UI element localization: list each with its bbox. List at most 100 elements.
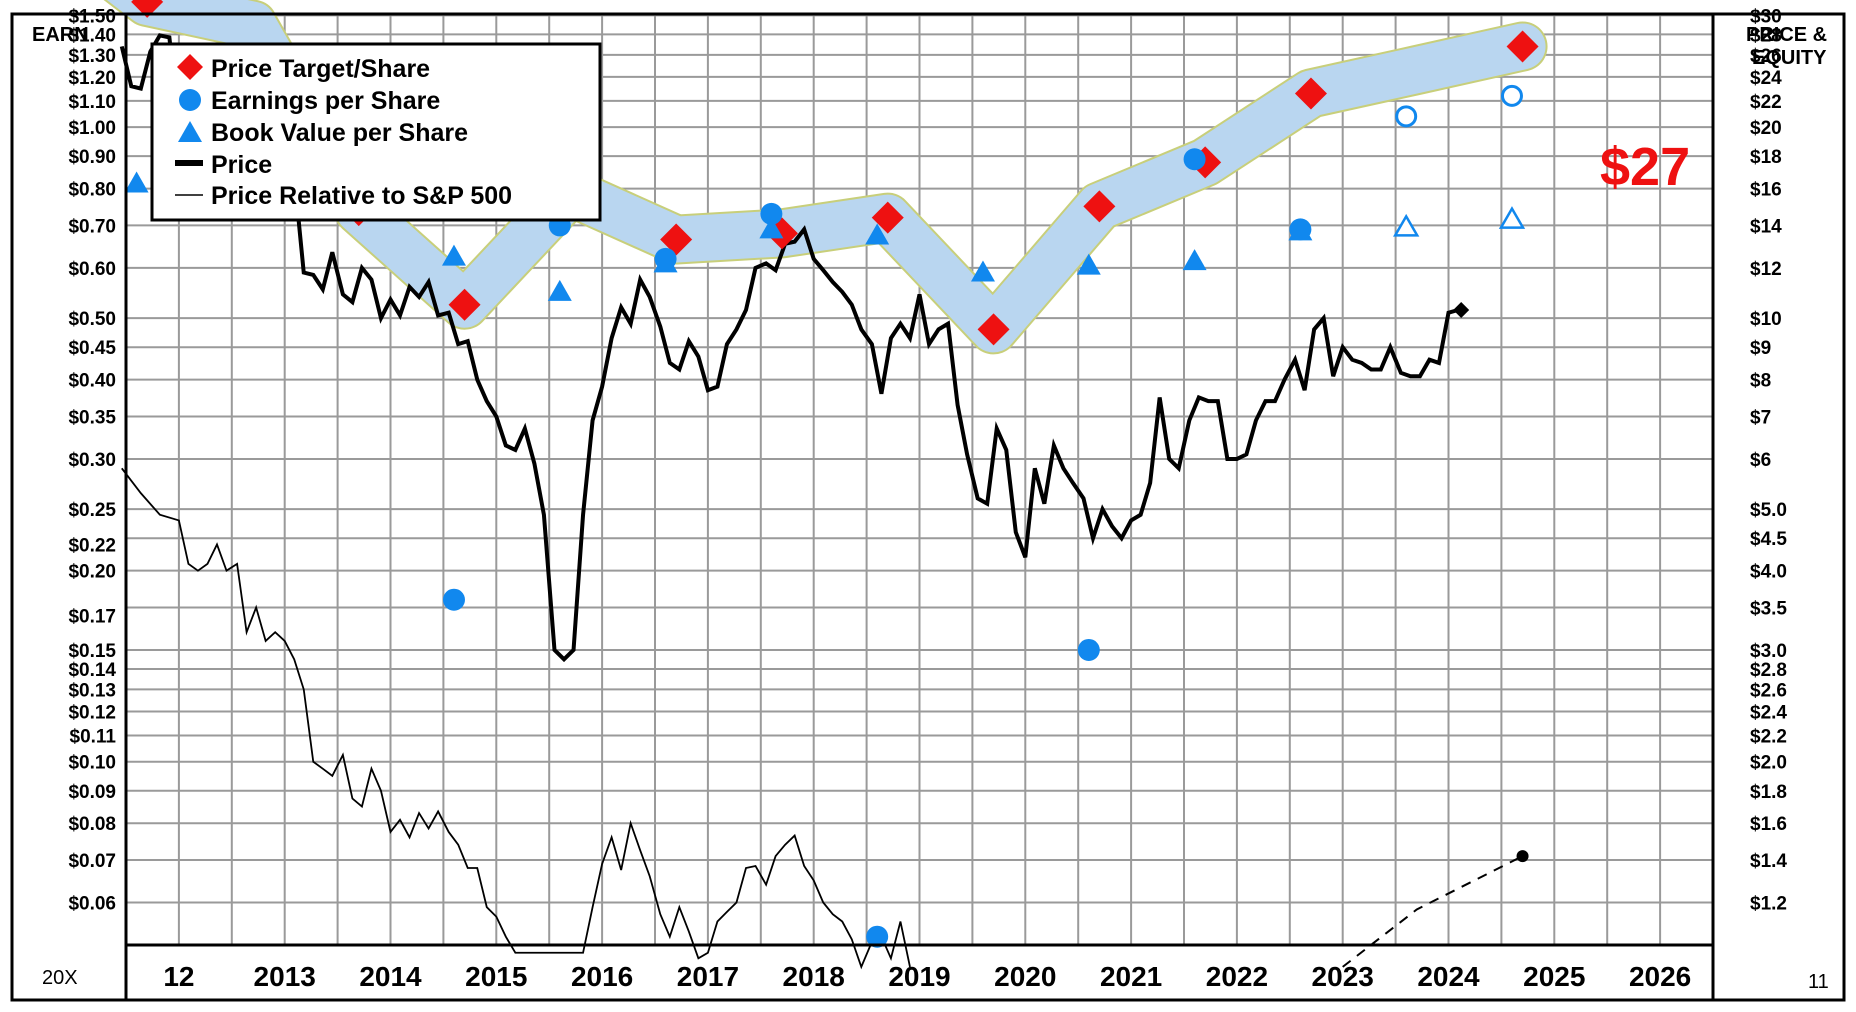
left-tick-label: $0.22 bbox=[68, 535, 116, 556]
left-tick-label: $0.11 bbox=[70, 726, 117, 747]
year-label: 2022 bbox=[1206, 961, 1268, 992]
left-tick-label: $0.13 bbox=[68, 680, 116, 701]
price-target-point bbox=[871, 201, 904, 234]
book-value-point bbox=[441, 244, 466, 266]
left-tick-label: $0.40 bbox=[68, 371, 116, 392]
legend-label-price: Price bbox=[211, 151, 272, 179]
right-axis-title-line2: EQUITY bbox=[1752, 47, 1827, 69]
right-tick-label: $28 bbox=[1750, 25, 1782, 46]
price-line bbox=[119, 33, 1459, 663]
year-label: 2017 bbox=[677, 961, 739, 992]
right-tick-label: $1.8 bbox=[1750, 782, 1787, 803]
right-tick-label: $18 bbox=[1750, 147, 1782, 168]
book-value-point bbox=[1288, 219, 1313, 241]
year-label: 2023 bbox=[1312, 961, 1374, 992]
legend-label-price-relative: Price Relative to S&P 500 bbox=[211, 182, 512, 210]
right-tick-label: $5.0 bbox=[1750, 500, 1787, 521]
price-target-point bbox=[977, 313, 1010, 346]
markers bbox=[124, 0, 1539, 948]
x-axis-corner-right: 11 bbox=[1808, 971, 1829, 993]
earnings-estimate-point bbox=[1395, 105, 1418, 128]
book-value-point bbox=[865, 223, 890, 245]
right-tick-label: $2.6 bbox=[1750, 680, 1787, 701]
left-tick-label: $0.07 bbox=[68, 851, 116, 872]
year-label: 2014 bbox=[359, 961, 422, 992]
year-label: 2025 bbox=[1523, 961, 1585, 992]
left-tick-label: $1.40 bbox=[68, 25, 116, 46]
legend-label-book-value: Book Value per Share bbox=[211, 119, 468, 147]
x-axis-corner-left: 20X bbox=[42, 967, 78, 989]
left-tick-label: $0.10 bbox=[68, 753, 116, 774]
price-target-point bbox=[1083, 190, 1116, 223]
left-tick-label: $0.80 bbox=[68, 180, 116, 201]
book-value-point bbox=[1076, 253, 1101, 275]
left-tick-label: $0.50 bbox=[68, 309, 116, 330]
right-tick-label: $6 bbox=[1750, 450, 1771, 471]
triangle-icon bbox=[178, 121, 202, 142]
legend-item-price-target: Price Target/Share bbox=[177, 54, 430, 83]
right-tick-label: $1.4 bbox=[1750, 851, 1787, 872]
right-tick-label: $4.0 bbox=[1750, 562, 1787, 583]
right-tick-label: $9 bbox=[1750, 338, 1771, 359]
price-target-point bbox=[660, 223, 693, 256]
left-tick-label: $0.25 bbox=[68, 500, 116, 521]
legend-item-price-relative: Price Relative to S&P 500 bbox=[175, 182, 512, 210]
latest-price-point bbox=[1453, 302, 1470, 319]
right-tick-label: $7 bbox=[1750, 407, 1771, 428]
left-tick-label: $0.06 bbox=[68, 894, 116, 915]
left-tick-label: $0.90 bbox=[68, 147, 116, 168]
legend-item-price: Price bbox=[175, 151, 272, 179]
right-tick-label: $26 bbox=[1750, 46, 1782, 67]
price-relative-projection-line bbox=[1342, 855, 1524, 968]
left-tick-label: $0.15 bbox=[68, 641, 116, 662]
right-tick-label: $12 bbox=[1750, 259, 1782, 280]
legend-label-earnings: Earnings per Share bbox=[211, 87, 440, 115]
left-tick-label: $0.35 bbox=[68, 407, 116, 428]
right-tick-label: $2.4 bbox=[1750, 702, 1787, 723]
right-tick-label: $4.5 bbox=[1750, 529, 1787, 550]
legend-label-price-target: Price Target/Share bbox=[211, 55, 430, 83]
plot-frame bbox=[10, 12, 1846, 1002]
left-tick-label: $1.20 bbox=[68, 68, 116, 89]
year-label: 2015 bbox=[465, 961, 527, 992]
right-tick-label: $3.5 bbox=[1750, 598, 1787, 619]
right-axis-title-line1: PRICE & bbox=[1746, 24, 1827, 46]
year-labels: 12 2013 2014 2015 2016 2017 2018 2019 2020 2021 20… bbox=[163, 961, 1691, 992]
right-axis-ticks: $35$30$28$26$24$22$20$18$16$14$12$10$9$8… bbox=[1750, 6, 1787, 915]
book-value-point bbox=[759, 217, 784, 239]
book-value-point bbox=[124, 171, 149, 193]
legend-item-book-value: Book Value per Share bbox=[178, 119, 468, 147]
legend-item-earnings: Earnings per Share bbox=[179, 87, 440, 115]
price-relative-line bbox=[121, 467, 911, 970]
left-tick-label: $0.45 bbox=[68, 338, 116, 359]
left-tick-label: $0.14 bbox=[68, 660, 116, 681]
price-target-point bbox=[1294, 77, 1327, 110]
earnings-estimate-point bbox=[1500, 84, 1523, 107]
projection-end-dot bbox=[1516, 850, 1529, 863]
book-value-estimate-point bbox=[1393, 213, 1420, 237]
left-tick-label: $0.08 bbox=[68, 814, 116, 835]
book-value-point bbox=[1182, 249, 1207, 271]
right-tick-label: $1.2 bbox=[1750, 894, 1787, 915]
left-tick-label: $0.20 bbox=[68, 562, 116, 583]
left-tick-label: $0.09 bbox=[68, 782, 116, 803]
price-target-point bbox=[448, 288, 481, 321]
legend-box bbox=[150, 42, 602, 222]
right-tick-label: $8 bbox=[1750, 371, 1771, 392]
price-target-point bbox=[131, 0, 164, 18]
right-tick-label: $2.2 bbox=[1750, 726, 1787, 747]
book-value-point bbox=[653, 251, 678, 273]
right-tick-label: $20 bbox=[1750, 118, 1782, 139]
year-label: 2018 bbox=[783, 961, 845, 992]
left-tick-label: $1.50 bbox=[68, 6, 116, 27]
right-tick-label: $30 bbox=[1750, 6, 1782, 27]
left-tick-label: $0.30 bbox=[68, 450, 116, 471]
right-tick-label: $2.0 bbox=[1750, 753, 1787, 774]
earnings-point bbox=[866, 925, 889, 948]
right-tick-label: $3.0 bbox=[1750, 641, 1787, 662]
right-tick-label: $10 bbox=[1750, 309, 1782, 330]
diamond-icon bbox=[177, 54, 203, 80]
right-tick-label: $1.6 bbox=[1750, 814, 1787, 835]
year-label: 2013 bbox=[254, 961, 316, 992]
